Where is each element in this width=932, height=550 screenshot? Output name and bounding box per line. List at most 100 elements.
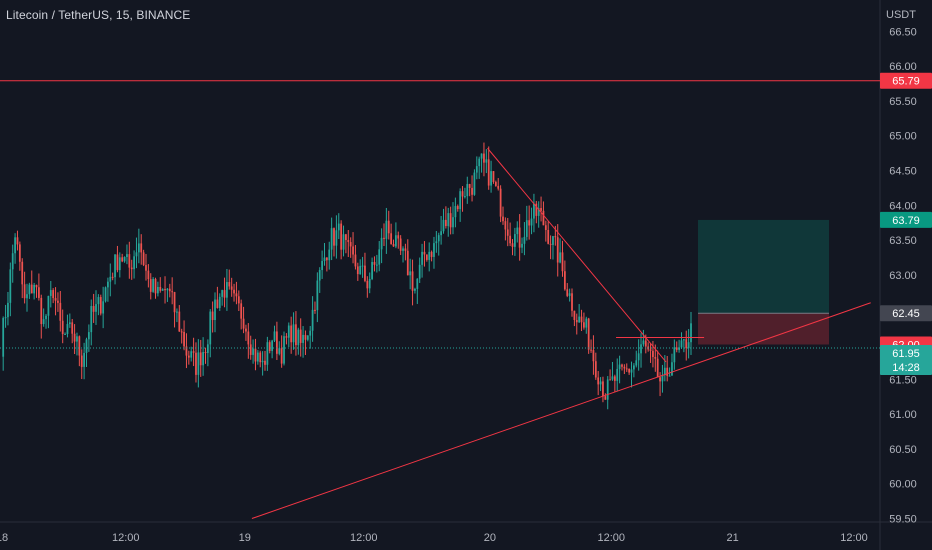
candle-body	[59, 302, 62, 321]
candle-body	[685, 339, 688, 349]
candle-body	[573, 310, 576, 320]
candle-body	[197, 352, 200, 375]
candle-body	[556, 237, 559, 263]
candle-body	[242, 318, 245, 329]
x-tick-label: 12:00	[598, 532, 626, 544]
candle-body	[266, 342, 269, 365]
candle-body	[302, 334, 304, 343]
candle-body	[552, 236, 554, 245]
candle-body	[654, 356, 657, 359]
candle-body	[247, 331, 250, 345]
candle-body	[297, 329, 300, 346]
candle-body	[45, 315, 47, 320]
candle-body	[663, 367, 666, 376]
candle-body	[311, 309, 314, 331]
candle-body	[276, 331, 278, 354]
candle-body	[628, 368, 631, 373]
candle-body	[440, 231, 442, 236]
candle-body	[644, 340, 647, 347]
y-tick-label: 61.50	[889, 374, 917, 386]
candle-body	[337, 223, 340, 231]
candle-body	[76, 336, 78, 342]
candle-body	[49, 290, 52, 296]
candle-body	[285, 336, 288, 338]
candle-body	[516, 227, 519, 235]
candle-body	[147, 270, 150, 280]
candle-body	[340, 223, 343, 250]
candle-body	[452, 217, 454, 228]
candle-body	[278, 348, 281, 354]
candle-body	[11, 253, 14, 270]
candle-body	[245, 328, 247, 332]
candle-body	[4, 317, 7, 319]
candle-body	[280, 348, 283, 364]
candle-body	[635, 360, 638, 366]
candle-body	[430, 251, 433, 257]
candle-body	[490, 171, 492, 186]
candle-body	[606, 379, 609, 400]
candle-body	[428, 251, 431, 260]
candle-body	[347, 240, 350, 243]
candle-body	[99, 297, 102, 314]
candle-body	[116, 254, 119, 271]
candle-body	[680, 340, 683, 348]
candle-body	[409, 271, 412, 276]
candle-body	[416, 278, 419, 289]
candle-body	[404, 248, 407, 251]
candle-body	[204, 352, 207, 354]
candle-body	[471, 187, 473, 195]
candle-body	[464, 196, 466, 198]
candle-body	[625, 368, 628, 370]
candle-body	[287, 325, 290, 338]
candle-body	[230, 286, 233, 290]
candle-body	[206, 344, 209, 353]
candle-body	[511, 243, 514, 247]
candle-body	[111, 276, 114, 278]
candle-body	[682, 339, 685, 341]
candle-body	[345, 234, 347, 241]
candle-body	[563, 271, 566, 290]
candle-body	[673, 347, 676, 363]
candle-body	[316, 280, 319, 311]
candle-body	[92, 306, 95, 312]
candle-body	[611, 376, 614, 380]
candle-body	[375, 264, 378, 266]
candle-body	[497, 185, 500, 189]
candle-body	[168, 288, 171, 292]
candle-body	[518, 227, 521, 248]
candle-body	[314, 309, 316, 311]
drawings[interactable]	[0, 80, 880, 519]
label-target-box	[880, 211, 932, 228]
candle-body	[383, 237, 385, 239]
candle-body	[652, 350, 654, 357]
candle-body	[585, 318, 588, 328]
candle-body	[661, 375, 664, 382]
candle-body	[226, 282, 228, 298]
candle-body	[549, 243, 552, 245]
candle-body	[449, 213, 452, 228]
candle-body	[190, 351, 193, 358]
candle-body	[406, 250, 409, 276]
candle-body	[444, 219, 447, 227]
candle-body	[7, 302, 9, 318]
candle-body	[140, 243, 143, 253]
candle-body	[166, 288, 169, 291]
candle-body	[402, 248, 404, 251]
candle-body	[616, 368, 619, 381]
candle-body	[195, 352, 197, 375]
x-tick-label: 19	[239, 532, 251, 544]
position-zones[interactable]	[698, 219, 829, 345]
candle-body	[16, 237, 19, 245]
candle-body	[542, 210, 545, 226]
time-axis[interactable]: 18 12:00 19 12:00 20 12:00 21 12:00	[0, 532, 868, 544]
candle-body	[399, 238, 402, 251]
candle-body	[335, 230, 338, 246]
candle-body	[575, 319, 578, 323]
label-current-price: 61.95	[892, 348, 920, 360]
candle-body	[107, 281, 109, 288]
candle-body	[521, 243, 523, 248]
candle-body	[442, 219, 445, 232]
candle-body	[157, 286, 159, 294]
